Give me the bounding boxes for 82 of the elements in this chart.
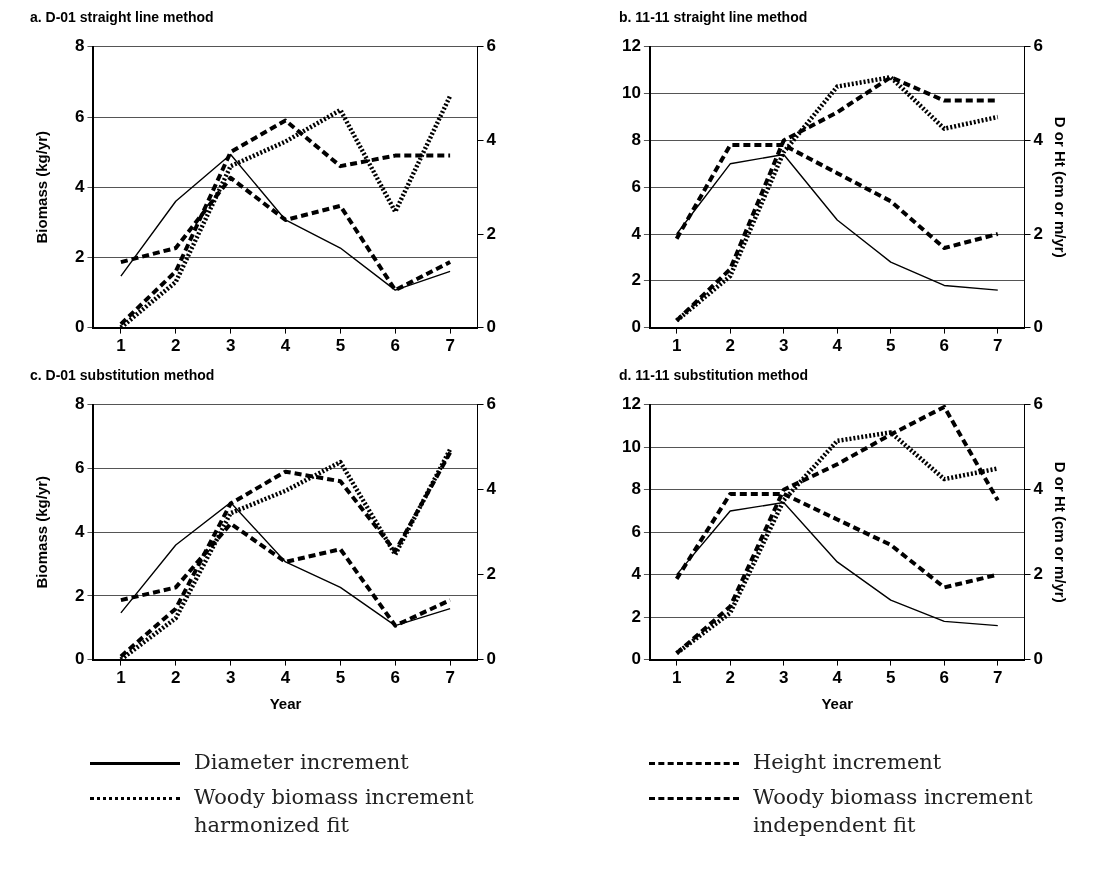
chart-title: b. 11-11 straight line method — [619, 9, 808, 26]
legend-label: Diameter increment — [194, 749, 410, 776]
x-tick-label: 3 — [225, 336, 236, 356]
x-tick-label: 2 — [725, 668, 735, 688]
y-tick-label: 6 — [74, 458, 85, 478]
y2-tick-label: 0 — [486, 649, 497, 669]
y-tick-label: 6 — [74, 106, 85, 126]
x-tick-label: 3 — [225, 668, 236, 688]
x-tick-label: 1 — [671, 336, 682, 356]
x-tick-label: 7 — [445, 668, 455, 688]
x-tick-label: 4 — [832, 668, 843, 688]
x-tick-label: 4 — [280, 336, 291, 356]
x-tick-label: 6 — [390, 336, 400, 356]
legend-label: Woody biomass increment independent fit — [753, 784, 1034, 839]
y2-tick-label: 6 — [486, 36, 497, 56]
y-tick-label: 0 — [74, 317, 85, 337]
x-tick-label: 1 — [116, 336, 126, 356]
y-tick-label: 12 — [621, 394, 641, 414]
y2-tick-label: 2 — [1033, 223, 1044, 243]
y-tick-label: 4 — [631, 223, 642, 243]
x-tick-label: 6 — [939, 668, 949, 688]
y2-axis-title: D or Ht (cm or m/yr) — [1051, 461, 1069, 603]
legend-label: Woody biomass increment harmonized fit — [194, 784, 475, 839]
x-tick-label: 3 — [778, 668, 789, 688]
y-tick-label: 12 — [621, 36, 641, 56]
x-tick-label: 5 — [335, 336, 346, 356]
y2-tick-label: 2 — [486, 223, 497, 243]
y-tick-label: 2 — [631, 606, 641, 626]
x-axis-title: Year — [269, 695, 302, 713]
y-tick-label: 2 — [74, 585, 85, 605]
y-tick-label: 4 — [74, 176, 85, 196]
y2-tick-label: 6 — [486, 394, 497, 414]
legend-label: Height increment — [753, 749, 943, 776]
x-tick-label: 3 — [778, 336, 789, 356]
chart-title: d. 11-11 substitution method — [619, 367, 809, 384]
y2-tick-label: 2 — [1033, 564, 1044, 584]
y2-tick-label: 0 — [1033, 317, 1044, 337]
y-tick-label: 0 — [74, 649, 85, 669]
y-tick-label: 2 — [74, 247, 85, 267]
x-tick-label: 7 — [993, 336, 1003, 356]
y-axis-title: Biomass (kg/yr) — [33, 130, 51, 244]
y-tick-label: 0 — [631, 317, 641, 337]
y-tick-label: 10 — [621, 83, 641, 103]
y2-tick-label: 4 — [486, 130, 497, 150]
y-tick-label: 6 — [631, 521, 641, 541]
chart-title: c. D-01 substitution method — [30, 367, 215, 384]
x-tick-label: 4 — [280, 668, 291, 688]
y-tick-label: 10 — [621, 436, 641, 456]
y-tick-label: 6 — [631, 176, 641, 196]
x-tick-label: 5 — [886, 668, 896, 688]
y2-tick-label: 4 — [1033, 479, 1044, 499]
x-tick-label: 7 — [445, 336, 455, 356]
y2-tick-label: 2 — [486, 564, 497, 584]
y-tick-label: 8 — [74, 394, 85, 414]
y2-tick-label: 6 — [1033, 394, 1044, 414]
y-tick-label: 8 — [631, 479, 641, 499]
x-tick-label: 5 — [886, 336, 896, 356]
x-tick-label: 2 — [171, 668, 181, 688]
y2-axis-title: D or Ht (cm or m/yr) — [1051, 116, 1069, 258]
y-axis-title: Biomass (kg/yr) — [33, 475, 51, 589]
y2-tick-label: 6 — [1033, 36, 1044, 56]
x-axis-title: Year — [821, 695, 854, 713]
x-tick-label: 2 — [725, 336, 735, 356]
y2-tick-label: 0 — [486, 317, 497, 337]
x-tick-label: 1 — [116, 668, 126, 688]
y2-tick-label: 0 — [1033, 649, 1044, 669]
y-tick-label: 8 — [631, 130, 641, 150]
y-tick-label: 4 — [74, 521, 85, 541]
x-tick-label: 4 — [832, 336, 843, 356]
chart-title: a. D-01 straight line method — [30, 9, 214, 26]
y-tick-label: 0 — [631, 649, 641, 669]
y2-tick-label: 4 — [486, 479, 497, 499]
x-tick-label: 7 — [993, 668, 1003, 688]
x-tick-label: 6 — [939, 336, 949, 356]
x-tick-label: 2 — [171, 336, 181, 356]
y2-tick-label: 4 — [1033, 130, 1044, 150]
x-tick-label: 6 — [390, 668, 400, 688]
y-tick-label: 2 — [631, 270, 641, 290]
y-tick-label: 8 — [74, 36, 85, 56]
x-tick-label: 5 — [335, 668, 346, 688]
x-tick-label: 1 — [671, 668, 682, 688]
y-tick-label: 4 — [631, 564, 642, 584]
